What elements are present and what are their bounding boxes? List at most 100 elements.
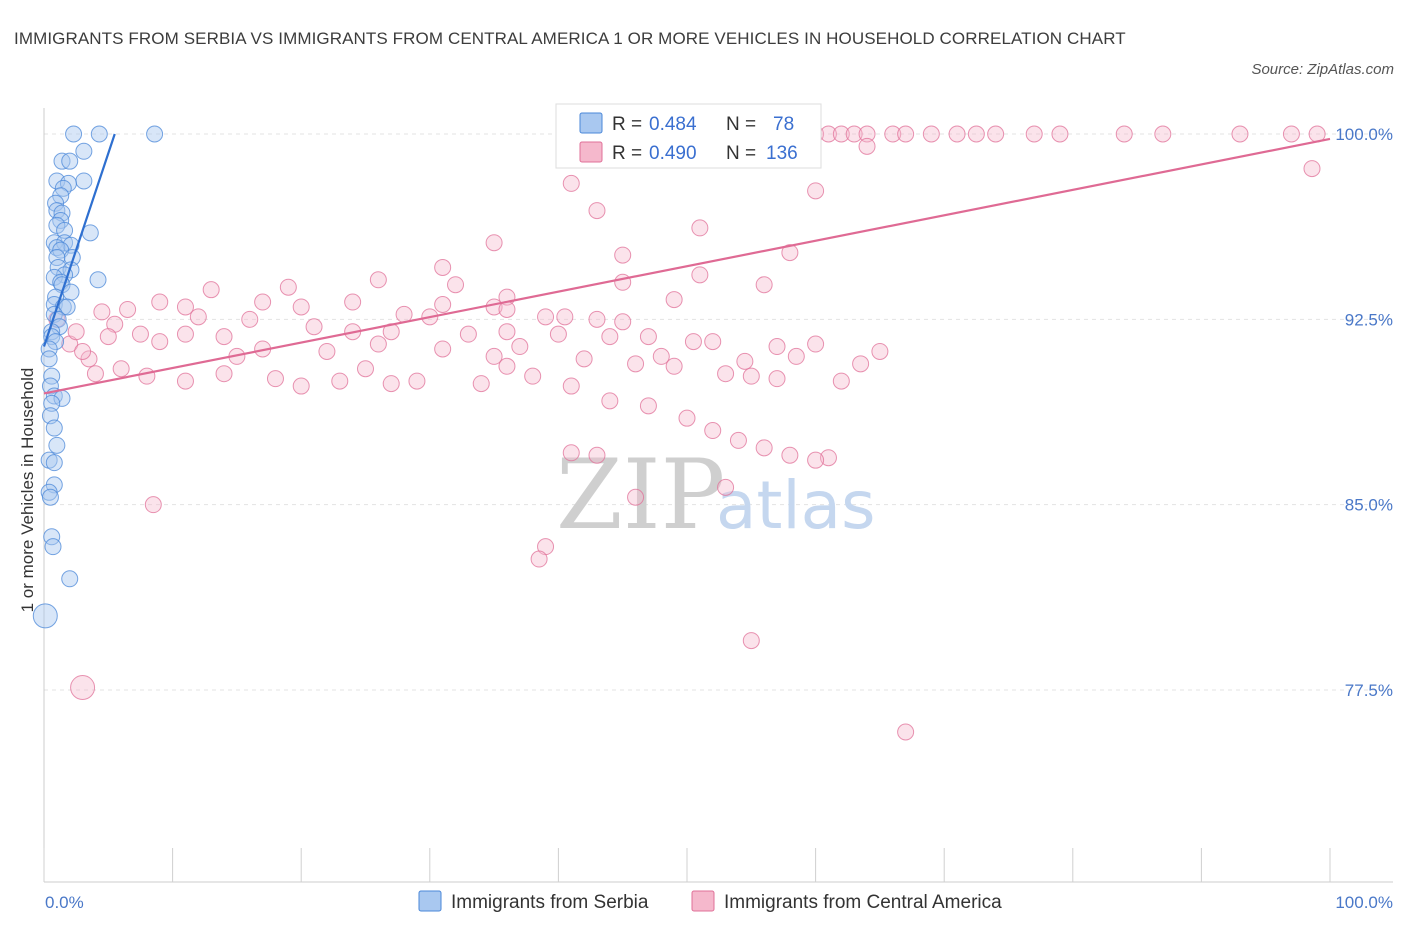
central-america-point-7 xyxy=(832,125,850,143)
central-america-point-71 xyxy=(151,333,169,351)
serbia-point-54 xyxy=(45,454,63,472)
central-america-point-128 xyxy=(357,360,374,378)
central-america-point-113 xyxy=(144,496,162,514)
serbia-point-57 xyxy=(41,488,59,506)
central-america-point-14 xyxy=(967,125,985,143)
central-america-point-12 xyxy=(922,125,940,143)
serbia-trend-line xyxy=(42,133,116,347)
central-america-point-42 xyxy=(665,291,683,309)
central-america-point-40 xyxy=(755,276,773,294)
central-america-point-39 xyxy=(691,266,709,284)
gridlines xyxy=(44,133,1393,691)
central-america-point-133 xyxy=(736,352,754,370)
central-america-point-10 xyxy=(884,125,902,143)
serbia-point-44 xyxy=(40,350,58,368)
central-america-point-73 xyxy=(369,335,387,353)
central-america-point-77 xyxy=(627,355,645,373)
central-america-point-103 xyxy=(704,422,722,440)
central-america-point-115 xyxy=(530,550,548,568)
central-america-point-26 xyxy=(562,174,580,192)
serbia-point-31 xyxy=(89,271,107,289)
central-america-trend-line xyxy=(43,137,1331,395)
watermark-atlas: atlas xyxy=(716,467,876,544)
central-america-point-123 xyxy=(119,300,137,318)
trend-lines xyxy=(42,133,1331,395)
central-america-point-104 xyxy=(729,431,747,449)
central-america-point-31 xyxy=(614,246,632,264)
central-america-point-33 xyxy=(434,258,452,276)
serbia-point-49 xyxy=(43,394,61,412)
central-america-point-130 xyxy=(511,338,529,356)
central-america-point-64 xyxy=(601,328,619,346)
central-america-point-101 xyxy=(639,397,657,415)
serbia-point-1 xyxy=(90,125,108,143)
serbia-point-36 xyxy=(58,298,76,316)
central-america-point-54 xyxy=(556,308,574,326)
central-america-point-93 xyxy=(331,372,349,390)
y-tick-label-0: 100.0% xyxy=(1335,125,1393,144)
central-america-point-86 xyxy=(86,365,104,383)
central-america-point-13 xyxy=(948,125,966,143)
central-america-point-57 xyxy=(241,310,259,328)
central-america-point-46 xyxy=(254,293,272,311)
central-america-point-17 xyxy=(1051,125,1069,143)
central-america-point-106 xyxy=(781,446,799,464)
central-america-point-129 xyxy=(459,325,477,343)
central-america-point-107 xyxy=(819,449,837,467)
central-america-point-34 xyxy=(614,273,632,291)
central-america-point-37 xyxy=(279,278,297,296)
central-america-point-53 xyxy=(537,308,555,326)
serbia-point-2 xyxy=(146,125,164,143)
central-america-point-9 xyxy=(858,125,876,143)
central-america-point-66 xyxy=(704,333,722,351)
bottom-legend-swatch-central-america xyxy=(691,890,715,912)
central-america-point-124 xyxy=(131,325,149,343)
serbia-point-32 xyxy=(62,283,80,301)
serbia-point-8 xyxy=(59,174,77,192)
serbia-point-46 xyxy=(41,377,59,395)
central-america-point-30 xyxy=(485,234,503,252)
legend-n-value-central-america: 136 xyxy=(766,143,798,164)
central-america-point-23 xyxy=(858,137,876,155)
central-america-point-131 xyxy=(652,347,670,365)
central-america-point-94 xyxy=(382,375,400,393)
central-america-point-118 xyxy=(897,723,915,741)
central-america-point-25 xyxy=(1303,160,1321,178)
series-serbia-points xyxy=(32,125,164,629)
central-america-point-108 xyxy=(562,444,580,462)
central-america-point-134 xyxy=(787,347,805,365)
x-tick-max: 100.0% xyxy=(1335,893,1393,912)
y-axis-title: 1 or more Vehicles in Household xyxy=(18,368,37,613)
central-america-point-48 xyxy=(151,293,169,311)
legend-r-label-central-america: R = xyxy=(612,143,642,164)
central-america-point-75 xyxy=(485,347,503,365)
central-america-point-88 xyxy=(138,367,156,385)
y-tick-labels: 100.0% 92.5% 85.0% 77.5% xyxy=(1335,125,1393,700)
legend-r-label-serbia: R = xyxy=(612,114,642,135)
watermark-zip: ZIP xyxy=(556,439,725,551)
central-america-point-19 xyxy=(1154,125,1172,143)
central-america-point-55 xyxy=(614,313,632,331)
central-america-point-127 xyxy=(318,342,336,360)
central-america-point-135 xyxy=(852,355,870,373)
serbia-point-59 xyxy=(44,538,62,556)
serbia-point-16 xyxy=(56,221,74,239)
central-america-point-112 xyxy=(717,478,735,496)
central-america-point-65 xyxy=(639,328,657,346)
central-america-point-8 xyxy=(845,125,863,143)
legend-swatch-central-america xyxy=(579,141,603,163)
central-america-point-36 xyxy=(447,276,465,294)
central-america-point-21 xyxy=(1282,125,1300,143)
legend-r-value-central-america: 0.490 xyxy=(649,143,697,164)
central-america-point-68 xyxy=(807,335,825,353)
central-america-point-83 xyxy=(99,328,117,346)
legend: R = 0.484 N = 78 R = 0.490 N = 136 xyxy=(555,103,822,169)
central-america-point-27 xyxy=(807,182,825,200)
central-america-point-117 xyxy=(70,675,96,701)
serbia-point-0 xyxy=(65,125,83,143)
central-america-point-91 xyxy=(266,370,284,388)
central-america-point-132 xyxy=(684,333,702,351)
central-america-point-74 xyxy=(434,340,452,358)
central-america-point-76 xyxy=(575,350,593,368)
